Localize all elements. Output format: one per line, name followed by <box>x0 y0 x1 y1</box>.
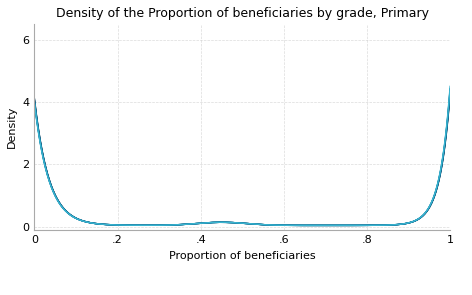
Preschool <box>53 194 59 198</box>
First <box>447 91 453 94</box>
Third <box>223 221 228 224</box>
Fourth <box>53 195 59 199</box>
First <box>323 224 329 227</box>
Line: Second: Second <box>34 91 450 225</box>
First <box>53 194 59 198</box>
Third <box>234 221 239 224</box>
Fourth <box>359 224 365 227</box>
First <box>223 221 228 224</box>
Fourth <box>435 180 441 183</box>
Third <box>447 88 453 91</box>
Fifth <box>359 224 365 227</box>
Fifth <box>32 102 37 105</box>
Second <box>447 89 453 93</box>
Preschool <box>435 183 441 186</box>
Fifth <box>53 195 59 199</box>
Title: Density of the Proportion of beneficiaries by grade, Primary: Density of the Proportion of beneficiari… <box>56 7 429 20</box>
Fifth <box>223 221 228 224</box>
First <box>435 182 441 186</box>
Preschool <box>359 224 365 227</box>
Preschool <box>234 221 239 224</box>
Preschool <box>323 224 329 227</box>
Third <box>53 195 59 199</box>
Preschool <box>435 182 441 185</box>
Third <box>359 224 365 227</box>
First <box>435 181 441 185</box>
Second <box>435 181 441 185</box>
Third <box>32 100 37 104</box>
Preschool <box>223 221 228 224</box>
Fourth <box>323 224 329 227</box>
Y-axis label: Density: Density <box>7 106 17 148</box>
Second <box>323 224 329 227</box>
Fourth <box>234 221 239 224</box>
Fifth <box>234 221 239 224</box>
Second <box>32 99 37 103</box>
Third <box>323 224 329 227</box>
Fourth <box>435 181 441 184</box>
Second <box>223 221 228 224</box>
Third <box>435 181 441 185</box>
Line: Fifth: Fifth <box>34 86 450 225</box>
Fifth <box>323 224 329 227</box>
First <box>32 98 37 101</box>
X-axis label: Proportion of beneficiaries: Proportion of beneficiaries <box>169 250 316 260</box>
Line: Third: Third <box>34 89 450 225</box>
Second <box>359 224 365 227</box>
Fifth <box>435 179 441 183</box>
Fourth <box>223 221 228 224</box>
Fourth <box>32 101 37 104</box>
Second <box>234 221 239 224</box>
Second <box>435 181 441 184</box>
Preschool <box>32 97 37 101</box>
First <box>359 224 365 227</box>
Preschool <box>447 92 453 96</box>
Line: Fourth: Fourth <box>34 88 450 225</box>
Fifth <box>435 180 441 183</box>
Third <box>435 180 441 184</box>
Line: First: First <box>34 93 450 225</box>
Line: Preschool: Preschool <box>34 94 450 225</box>
First <box>234 221 239 224</box>
Fourth <box>447 87 453 90</box>
Fifth <box>447 85 453 88</box>
Second <box>53 195 59 198</box>
